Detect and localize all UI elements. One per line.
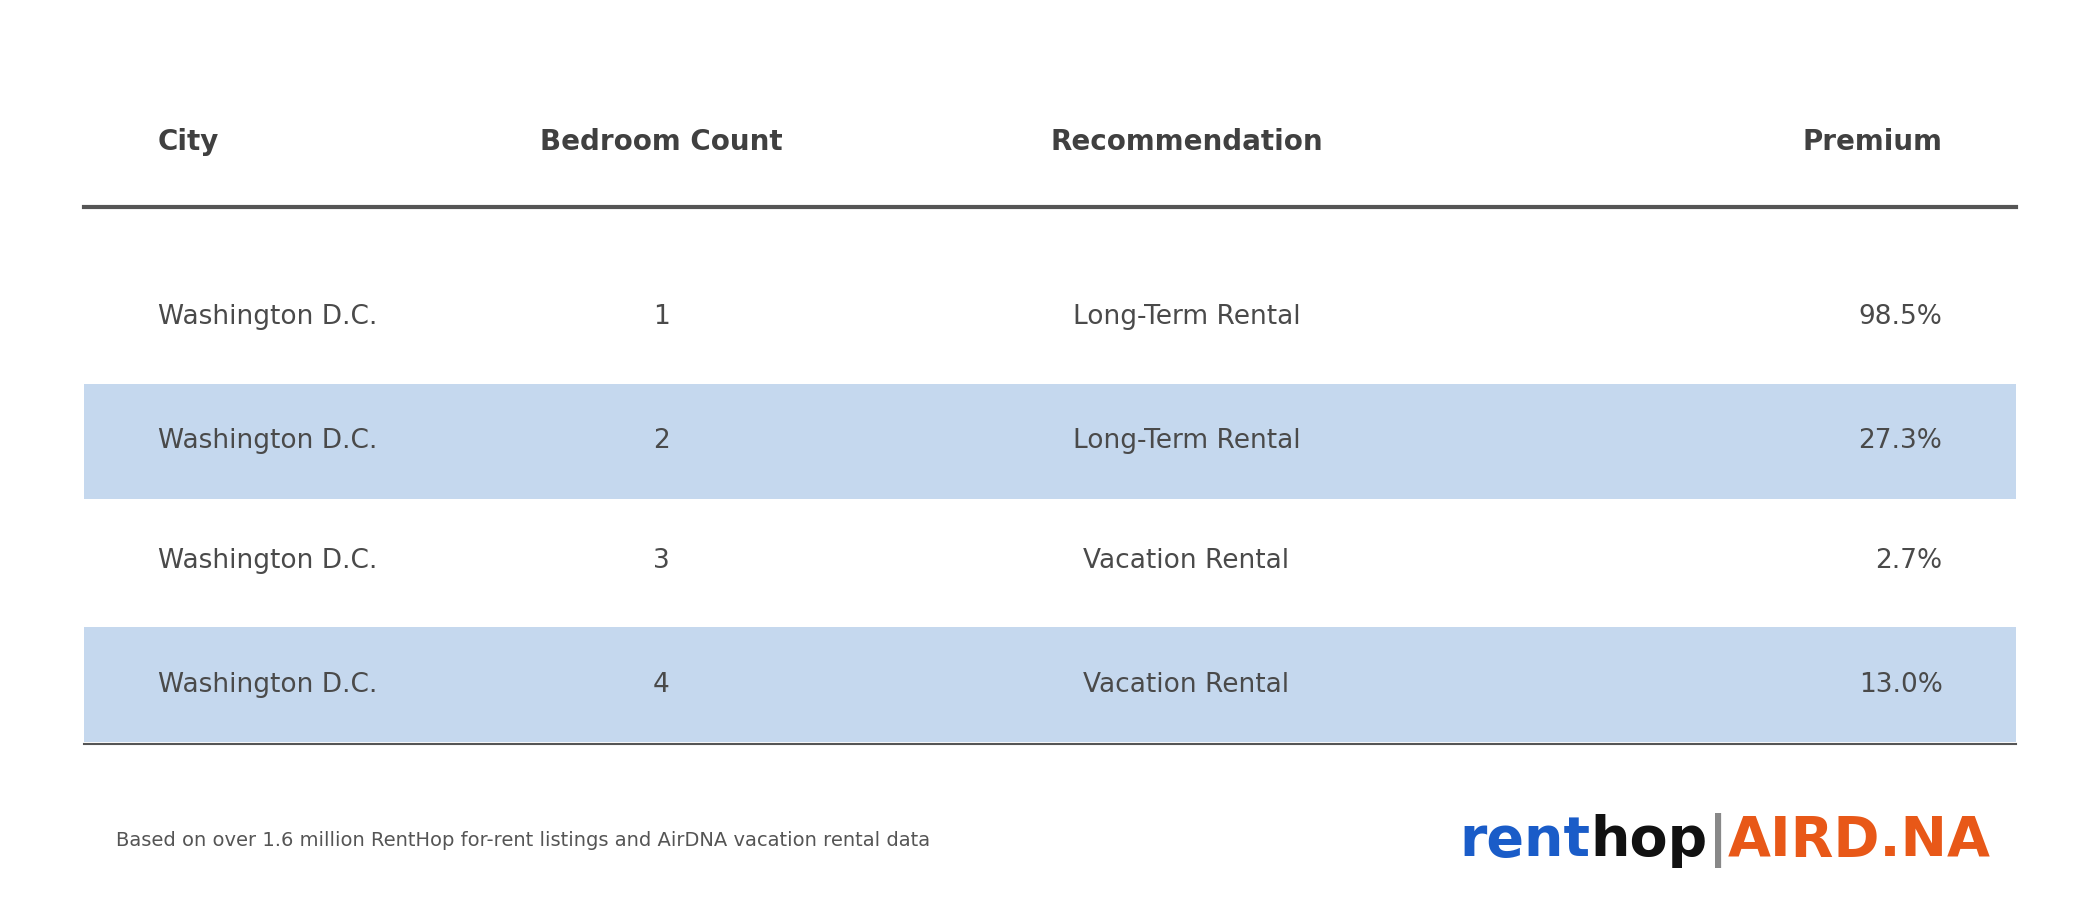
Text: 98.5%: 98.5% xyxy=(1858,304,1942,330)
Text: Bedroom Count: Bedroom Count xyxy=(540,129,783,156)
Text: Washington D.C.: Washington D.C. xyxy=(158,672,376,698)
Text: 2.7%: 2.7% xyxy=(1875,548,1942,573)
Text: City: City xyxy=(158,129,218,156)
Text: rent: rent xyxy=(1460,814,1590,868)
Text: AIRD.NA: AIRD.NA xyxy=(1728,814,1991,868)
Text: Washington D.C.: Washington D.C. xyxy=(158,428,376,454)
Text: |: | xyxy=(1707,813,1728,868)
Text: 13.0%: 13.0% xyxy=(1858,672,1942,698)
Text: 4: 4 xyxy=(653,672,670,698)
Text: Based on over 1.6 million RentHop for-rent listings and AirDNA vacation rental d: Based on over 1.6 million RentHop for-re… xyxy=(116,832,930,850)
Text: 3: 3 xyxy=(653,548,670,573)
FancyBboxPatch shape xyxy=(84,627,2016,743)
Text: Recommendation: Recommendation xyxy=(1050,129,1323,156)
Text: 2: 2 xyxy=(653,428,670,454)
Text: Long-Term Rental: Long-Term Rental xyxy=(1073,428,1300,454)
Text: Premium: Premium xyxy=(1802,129,1942,156)
Text: Washington D.C.: Washington D.C. xyxy=(158,304,376,330)
Text: Long-Term Rental: Long-Term Rental xyxy=(1073,304,1300,330)
FancyBboxPatch shape xyxy=(84,384,2016,498)
Text: 1: 1 xyxy=(653,304,670,330)
Text: Vacation Rental: Vacation Rental xyxy=(1084,548,1289,573)
Text: Vacation Rental: Vacation Rental xyxy=(1084,672,1289,698)
Text: 27.3%: 27.3% xyxy=(1858,428,1942,454)
Text: hop: hop xyxy=(1590,814,1707,868)
Text: Washington D.C.: Washington D.C. xyxy=(158,548,376,573)
